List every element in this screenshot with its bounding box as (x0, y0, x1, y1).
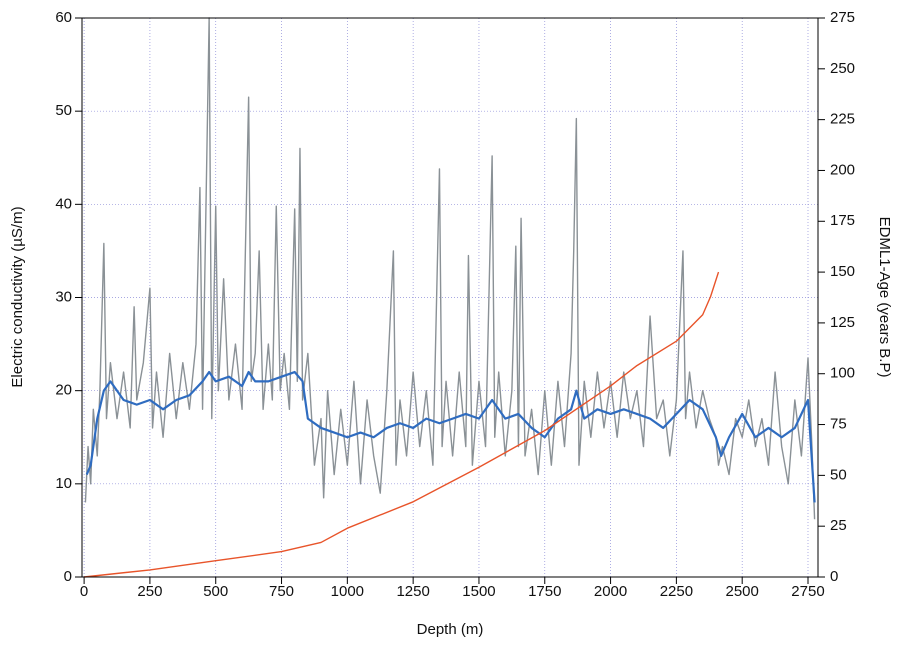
x-tick-label: 750 (269, 583, 294, 600)
y2-tick-label: 50 (830, 466, 847, 483)
x-axis-label: Depth (m) (417, 621, 484, 638)
x-tick-label: 2250 (660, 583, 693, 600)
y-tick-label: 60 (55, 9, 72, 26)
y-tick-label: 40 (55, 195, 72, 212)
y2-tick-label: 100 (830, 365, 855, 382)
y2-tick-label: 200 (830, 161, 855, 178)
x-tick-label: 1500 (462, 583, 495, 600)
y2-tick-label: 225 (830, 111, 855, 128)
x-tick-label: 0 (80, 583, 88, 600)
y2-tick-label: 0 (830, 568, 838, 585)
y2-tick-label: 25 (830, 517, 847, 534)
x-tick-label: 250 (137, 583, 162, 600)
data-line (85, 370, 816, 503)
y2-tick-label: 275 (830, 9, 855, 26)
y-tick-label: 10 (55, 475, 72, 492)
data-line (84, 271, 720, 578)
x-tick-label: 500 (203, 583, 228, 600)
y2-tick-label: 150 (830, 263, 855, 280)
plot-frame (81, 17, 819, 578)
y2-tick-label: 250 (830, 60, 855, 77)
x-tick-label: 2000 (594, 583, 627, 600)
y-tick-label: 30 (55, 288, 72, 305)
y-tick-label: 20 (55, 382, 72, 399)
y-tick-label: 0 (64, 568, 72, 585)
y2-tick-label: 75 (830, 416, 847, 433)
x-tick-label: 1750 (528, 583, 561, 600)
x-tick-label: 2750 (791, 583, 824, 600)
y2-axis-label: EDML1-Age (years B.P) (876, 217, 893, 378)
x-tick-label: 1250 (396, 583, 429, 600)
y2-tick-label: 175 (830, 212, 855, 229)
y-axis-label: Electric conductivity (µS/m) (9, 206, 26, 387)
y-tick-label: 50 (55, 102, 72, 119)
data-line (84, 17, 816, 520)
x-tick-label: 2500 (726, 583, 759, 600)
x-tick-label: 1000 (331, 583, 364, 600)
y2-tick-label: 125 (830, 314, 855, 331)
